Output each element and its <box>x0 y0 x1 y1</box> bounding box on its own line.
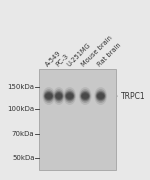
Text: 100kDa: 100kDa <box>7 106 34 112</box>
Ellipse shape <box>97 93 104 99</box>
Ellipse shape <box>45 93 52 99</box>
Text: U-251MG: U-251MG <box>65 42 91 68</box>
Text: 70kDa: 70kDa <box>12 131 34 137</box>
Ellipse shape <box>53 87 65 105</box>
Ellipse shape <box>80 89 91 103</box>
Ellipse shape <box>65 91 75 101</box>
Ellipse shape <box>80 91 90 101</box>
Ellipse shape <box>81 92 89 100</box>
Ellipse shape <box>64 89 75 103</box>
Ellipse shape <box>44 91 54 101</box>
Text: PC-3: PC-3 <box>55 53 70 68</box>
Ellipse shape <box>96 91 106 101</box>
Ellipse shape <box>79 87 92 105</box>
Text: 150kDa: 150kDa <box>8 84 34 90</box>
Ellipse shape <box>63 87 76 105</box>
Ellipse shape <box>45 92 53 100</box>
Ellipse shape <box>94 87 107 105</box>
Text: Rat brain: Rat brain <box>96 42 122 68</box>
Ellipse shape <box>65 92 74 100</box>
Text: Mouse brain: Mouse brain <box>81 35 114 68</box>
Ellipse shape <box>54 91 63 101</box>
Ellipse shape <box>66 93 73 99</box>
Text: 50kDa: 50kDa <box>12 155 34 161</box>
Ellipse shape <box>56 93 62 99</box>
Text: TRPC1: TRPC1 <box>121 92 146 101</box>
Ellipse shape <box>95 89 106 103</box>
Ellipse shape <box>54 89 64 103</box>
Ellipse shape <box>55 92 63 100</box>
FancyBboxPatch shape <box>39 69 116 170</box>
Ellipse shape <box>43 89 54 103</box>
Ellipse shape <box>82 93 89 99</box>
Text: A-549: A-549 <box>45 50 63 68</box>
Ellipse shape <box>96 92 105 100</box>
Ellipse shape <box>42 87 55 105</box>
